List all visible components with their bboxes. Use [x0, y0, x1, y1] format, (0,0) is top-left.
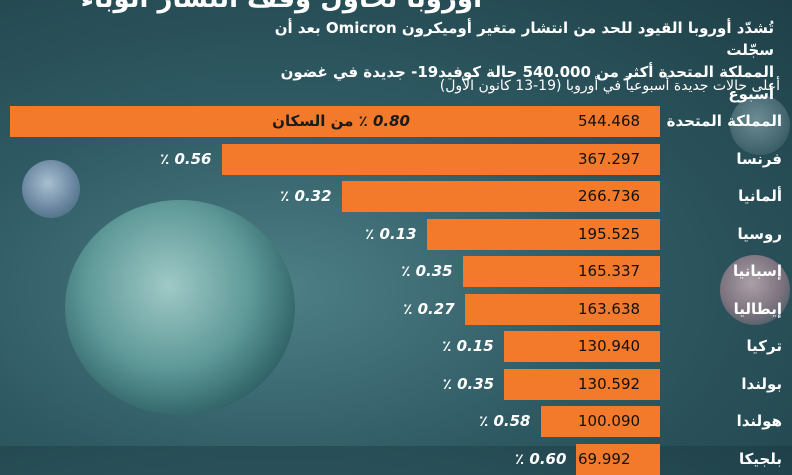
page-title: أوروبا تحاول وقف انتشار الوباء — [81, 0, 482, 14]
percent-value: 0.60 — [524, 450, 567, 468]
percent-suffix: ٪ — [479, 412, 489, 430]
percent-suffix: ٪ من السكان — [272, 112, 368, 130]
value-label: 367.297 — [578, 150, 641, 168]
bar-5 — [462, 256, 660, 287]
percent-label: 0.35 ٪ — [443, 369, 494, 400]
bar-4 — [426, 219, 660, 250]
bar-8 — [504, 369, 660, 400]
virus-illustration-small — [22, 160, 80, 218]
bar-6 — [464, 294, 660, 325]
percent-label: 0.80 ٪ من السكان — [272, 106, 410, 137]
country-label: فرنسا — [736, 150, 782, 168]
percent-value: 0.35 — [410, 262, 453, 280]
subtitle-line-2: المملكة المتحدة أكثر من 540.000 حالة كوف… — [280, 63, 774, 103]
country-label: بولندا — [741, 375, 782, 393]
bar-7 — [503, 331, 660, 362]
percent-label: 0.13 ٪ — [365, 219, 416, 250]
percent-label: 0.27 ٪ — [403, 294, 454, 325]
country-label: ألمانيا — [738, 187, 782, 205]
percent-value: 0.32 — [289, 187, 332, 205]
value-label: 100.090 — [578, 412, 641, 430]
percent-value: 0.15 — [451, 337, 494, 355]
subtitle: تُشدّد أوروبا القيود للحد من انتشار متغي… — [254, 17, 774, 105]
country-label: روسيا — [737, 225, 782, 243]
percent-suffix: ٪ — [442, 375, 452, 393]
percent-suffix: ٪ — [365, 225, 375, 243]
bar-3 — [341, 181, 660, 212]
percent-label: 0.35 ٪ — [401, 256, 452, 287]
percent-value: 0.80 — [367, 112, 410, 130]
value-label: 130.940 — [578, 337, 641, 355]
value-label: 130.592 — [578, 375, 641, 393]
percent-label: 0.15 ٪ — [442, 331, 493, 362]
percent-value: 0.56 — [169, 150, 212, 168]
percent-suffix: ٪ — [401, 262, 411, 280]
bar-9 — [540, 406, 660, 437]
country-label: هولندا — [736, 412, 782, 430]
chart-title: أعلى حالات جديدة أسبوعياً في أوروبا (19-… — [439, 78, 780, 94]
value-label: 266.736 — [578, 187, 641, 205]
percent-suffix: ٪ — [515, 450, 525, 468]
value-label: 165.337 — [578, 262, 641, 280]
country-label: تركيا — [746, 337, 782, 355]
percent-suffix: ٪ — [280, 187, 290, 205]
percent-label: 0.56 ٪ — [160, 144, 211, 175]
virus-illustration-right-top — [730, 95, 790, 155]
country-label: بلجيكا — [738, 450, 782, 468]
percent-value: 0.58 — [488, 412, 531, 430]
percent-suffix: ٪ — [442, 337, 452, 355]
value-label: 544.468 — [578, 112, 641, 130]
bar-chart: المملكة المتحدة 544.468 0.80 ٪ من السكان فر… — [10, 106, 782, 475]
value-label: 163.638 — [578, 300, 641, 318]
bar-1 — [10, 106, 660, 137]
percent-value: 0.35 — [451, 375, 495, 393]
percent-value: 0.27 — [412, 300, 455, 318]
country-label: المملكة المتحدة — [666, 112, 782, 130]
country-label: إيطاليا — [733, 300, 782, 318]
subtitle-line-1: تُشدّد أوروبا القيود للحد من انتشار متغي… — [274, 19, 774, 59]
country-label: إسبانيا — [732, 262, 782, 280]
percent-value: 0.13 — [374, 225, 417, 243]
value-label: 195.525 — [578, 225, 641, 243]
bar-2 — [221, 144, 660, 175]
value-label: 69.992 — [578, 450, 631, 468]
percent-suffix: ٪ — [160, 150, 170, 168]
virus-illustration-large — [65, 200, 295, 415]
percent-label: 0.32 ٪ — [280, 181, 331, 212]
percent-label: 0.58 ٪ — [479, 406, 530, 437]
percent-suffix: ٪ — [403, 300, 413, 318]
virus-illustration-right — [720, 255, 790, 325]
percent-label: 0.60 ٪ — [515, 444, 566, 475]
